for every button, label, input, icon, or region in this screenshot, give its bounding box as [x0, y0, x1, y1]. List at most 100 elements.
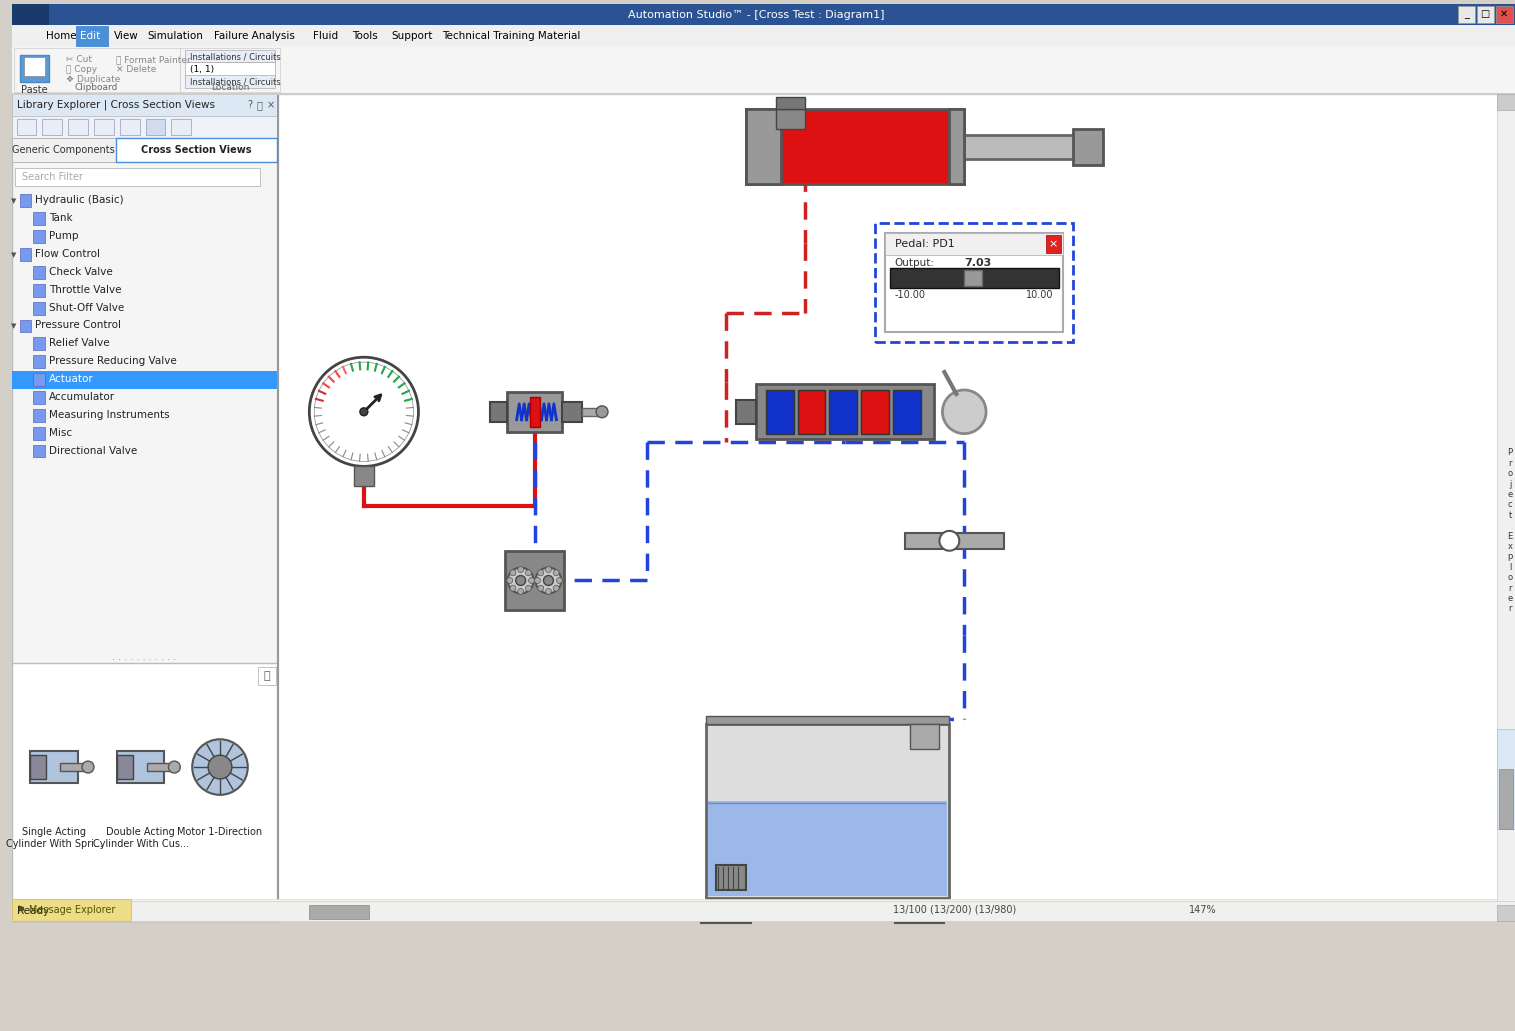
Bar — [718, 898, 735, 918]
Text: Paste: Paste — [21, 86, 48, 95]
Circle shape — [508, 577, 512, 584]
Bar — [12, 138, 115, 162]
Text: Support: Support — [392, 31, 433, 40]
Bar — [277, 94, 1515, 921]
Bar — [33, 391, 45, 404]
Text: Edit: Edit — [80, 31, 100, 40]
Bar — [706, 725, 950, 898]
Circle shape — [518, 589, 524, 595]
Text: Directional Valve: Directional Valve — [50, 445, 138, 456]
Text: Fluid: Fluid — [314, 31, 338, 40]
Bar — [180, 47, 280, 92]
Text: Failure Analysis: Failure Analysis — [214, 31, 295, 40]
Bar — [33, 230, 45, 243]
Bar — [17, 119, 36, 135]
Bar — [745, 109, 780, 184]
Text: ᵾ: ᵾ — [256, 100, 262, 110]
Text: -10.00: -10.00 — [895, 290, 926, 300]
Bar — [776, 97, 806, 109]
Bar — [68, 119, 88, 135]
Bar — [765, 390, 794, 434]
Bar — [185, 63, 274, 76]
Bar — [20, 320, 32, 332]
Text: P
r
o
j
e
c
t
 
E
x
p
l
o
r
e
r: P r o j e c t E x p l o r e r — [1507, 448, 1512, 613]
Bar — [1459, 6, 1476, 23]
Bar — [745, 109, 964, 184]
Bar — [20, 248, 32, 261]
Circle shape — [942, 390, 986, 434]
Circle shape — [82, 761, 94, 773]
Bar — [885, 233, 1064, 332]
Circle shape — [192, 739, 248, 795]
Bar — [12, 899, 1515, 921]
Bar — [12, 46, 1515, 94]
Bar — [185, 49, 274, 63]
Bar — [30, 752, 79, 783]
Bar — [12, 93, 1515, 95]
Circle shape — [208, 755, 232, 779]
Text: ⚑ Message Explorer: ⚑ Message Explorer — [17, 905, 115, 914]
Text: (1, 1): (1, 1) — [191, 65, 214, 74]
Bar — [756, 384, 935, 438]
Circle shape — [511, 586, 517, 591]
Bar — [12, 4, 1515, 25]
Bar — [12, 25, 1515, 46]
Bar — [12, 117, 277, 138]
Text: · · · · · · · · · · ·: · · · · · · · · · · · — [112, 655, 177, 665]
Bar — [20, 195, 32, 207]
Bar — [14, 47, 180, 92]
Bar — [1477, 6, 1494, 23]
Text: Home: Home — [47, 31, 77, 40]
Bar — [829, 390, 857, 434]
Text: _: _ — [1463, 9, 1470, 19]
Circle shape — [545, 567, 551, 572]
Text: Double Acting: Double Acting — [106, 827, 174, 836]
Bar — [33, 444, 45, 458]
Text: Hydraulic (Basic): Hydraulic (Basic) — [35, 196, 124, 205]
Bar — [12, 371, 277, 389]
Bar — [171, 119, 191, 135]
Bar — [185, 75, 274, 89]
Bar — [950, 109, 964, 184]
Text: ▼: ▼ — [11, 252, 17, 258]
Text: Ready: Ready — [17, 906, 48, 916]
Circle shape — [545, 589, 551, 595]
Text: Motor 1-Direction: Motor 1-Direction — [177, 827, 262, 836]
Circle shape — [556, 577, 562, 584]
Text: ?: ? — [247, 100, 251, 110]
Circle shape — [309, 357, 418, 466]
Text: Simulation: Simulation — [147, 31, 203, 40]
Bar — [94, 119, 114, 135]
Text: ▼: ▼ — [11, 198, 17, 204]
Text: ×: × — [267, 100, 274, 110]
Text: Shut-Off Valve: Shut-Off Valve — [50, 303, 124, 312]
Bar — [24, 57, 45, 76]
Bar — [147, 763, 174, 771]
Bar — [33, 212, 45, 225]
Bar — [701, 914, 751, 923]
Bar — [1497, 94, 1515, 110]
Bar — [20, 55, 50, 82]
Text: ✕ Delete: ✕ Delete — [115, 65, 156, 74]
Text: Installations / Circuits: Installations / Circuits — [191, 78, 280, 87]
Bar — [117, 752, 165, 783]
Circle shape — [536, 568, 562, 594]
Bar — [504, 551, 564, 610]
Bar — [706, 717, 950, 725]
Bar — [708, 801, 947, 896]
Text: 🔍: 🔍 — [264, 671, 270, 680]
Bar — [12, 899, 130, 921]
Bar — [309, 905, 368, 919]
Bar — [115, 138, 277, 162]
Text: ✂ Cut: ✂ Cut — [67, 55, 92, 64]
Bar — [562, 402, 582, 422]
Bar — [117, 755, 133, 779]
Circle shape — [314, 362, 414, 462]
Text: Clipboard: Clipboard — [74, 84, 118, 92]
Bar — [61, 763, 88, 771]
Circle shape — [939, 531, 959, 551]
Text: ▼: ▼ — [11, 324, 17, 330]
Text: Cylinder With Cus...: Cylinder With Cus... — [92, 839, 188, 850]
Text: ⎘ Copy: ⎘ Copy — [67, 65, 97, 74]
Bar — [530, 397, 539, 427]
